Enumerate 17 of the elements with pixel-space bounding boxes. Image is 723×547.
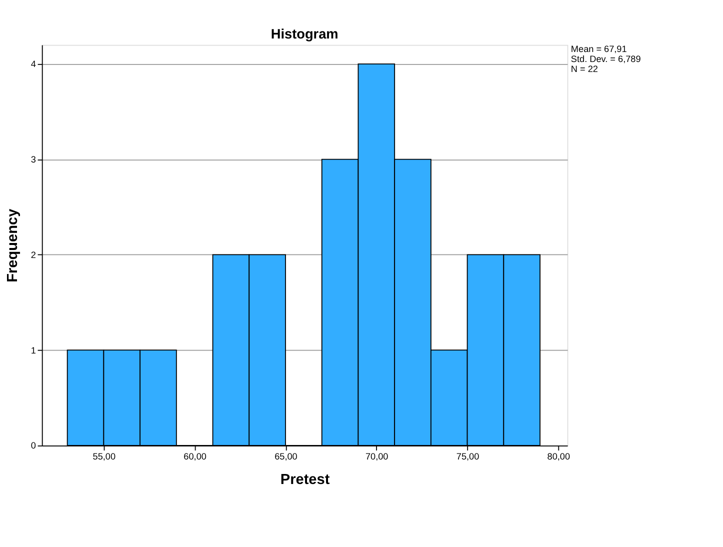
x-tick-label: 70,00 [365, 452, 388, 462]
text: Mean = 67,91 [570, 44, 627, 54]
x-axis-title: Pretest [280, 472, 330, 488]
x-tick-label: 75,00 [456, 452, 480, 462]
x-tick-label: 65,00 [274, 452, 298, 462]
y-tick-label: 1 [30, 345, 36, 356]
y-tick-label: 2 [30, 250, 36, 260]
y-tick-label: 4 [30, 59, 36, 70]
y-tick-label: 0 [30, 440, 36, 451]
x-tick-label: 55,00 [92, 452, 116, 462]
chart-title: Histogram [270, 26, 338, 42]
x-tick-label: 60,00 [184, 452, 206, 462]
x-tick-label: 80,00 [547, 452, 570, 462]
text: N = 22 [570, 64, 598, 74]
y-tick-label: 3 [30, 154, 36, 164]
y-axis-title: Frequency [5, 208, 22, 282]
text: Std. Dev. = 6,789 [570, 54, 641, 64]
